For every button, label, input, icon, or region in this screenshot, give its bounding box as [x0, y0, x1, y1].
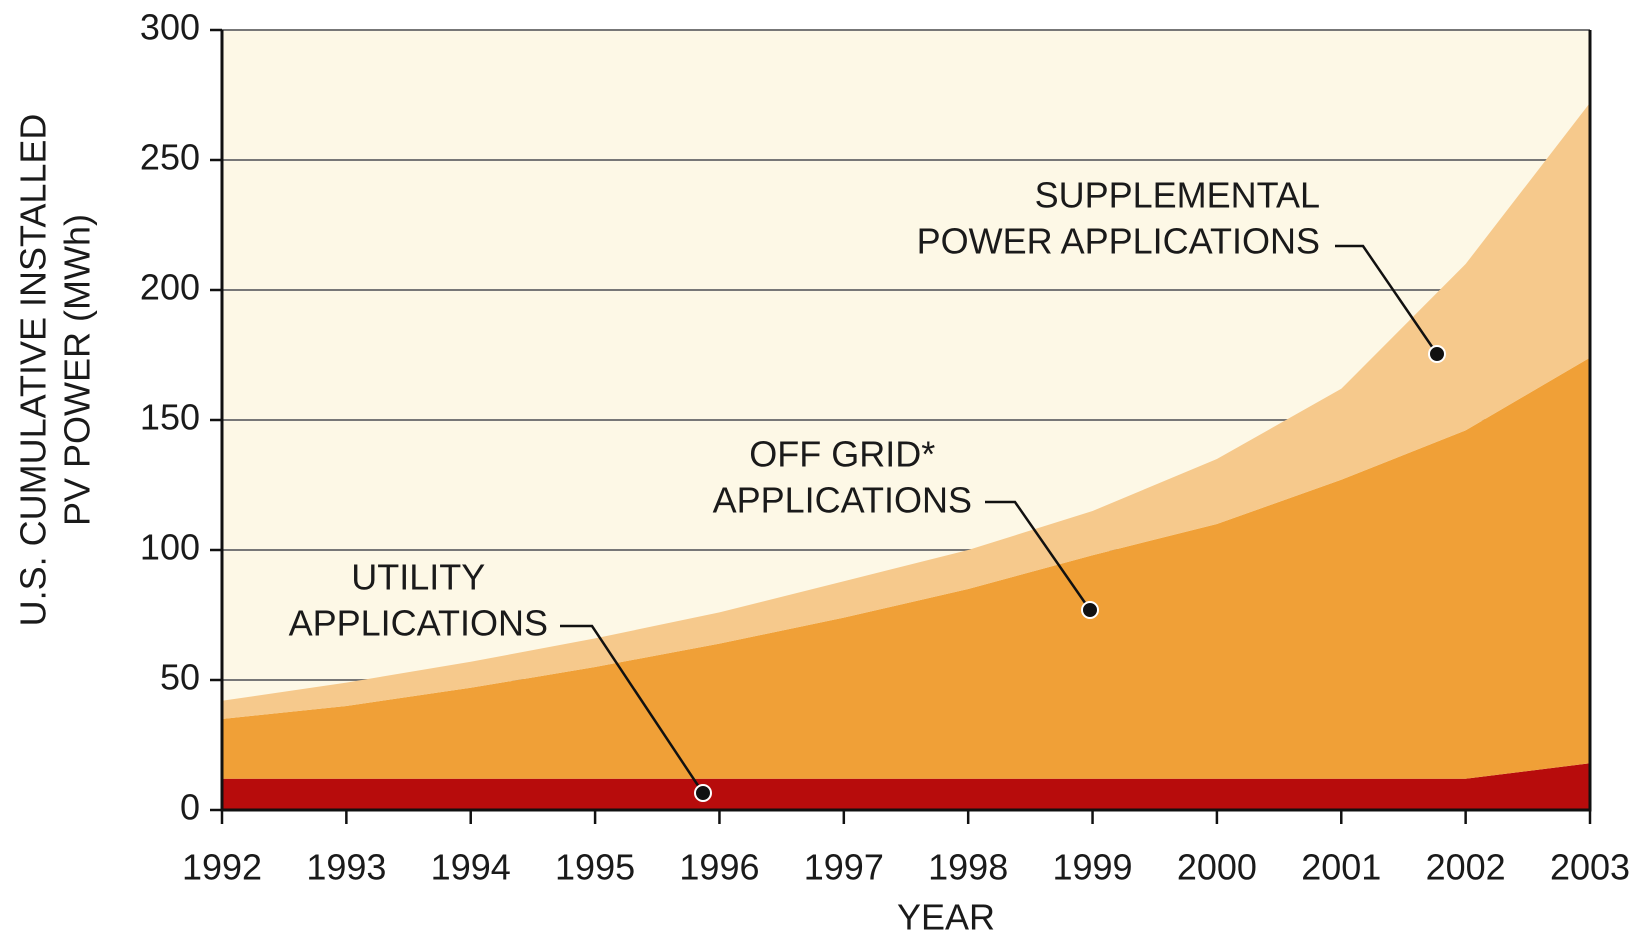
area	[222, 102, 1590, 720]
leader-line	[985, 500, 1092, 611]
axis-frame	[220, 30, 1592, 812]
x-axis-label: YEAR	[897, 897, 995, 938]
annotation-text: UTILITY	[351, 557, 485, 598]
leader-dot	[1428, 345, 1446, 363]
leader-line	[560, 624, 705, 794]
y-axis-label: PV POWER (MWh)	[57, 214, 98, 526]
leader-dot	[1081, 601, 1099, 619]
y-tick-label: 250	[140, 137, 200, 178]
y-tick-label: 300	[140, 7, 200, 48]
annotation-text: OFF GRID*	[749, 434, 935, 475]
x-tick-label: 1995	[555, 847, 635, 888]
x-tick-label: 1999	[1052, 847, 1132, 888]
x-tick-label: 1998	[928, 847, 1008, 888]
x-tick-label: 1994	[431, 847, 511, 888]
leader-dot	[694, 784, 712, 802]
y-tick-label: 0	[180, 787, 200, 828]
x-tick-label: 2001	[1301, 847, 1381, 888]
annotation-text: SUPPLEMENTAL	[1035, 175, 1320, 216]
x-tick-label: 1996	[679, 847, 759, 888]
annotation-text: APPLICATIONS	[713, 480, 972, 521]
area	[222, 763, 1590, 810]
y-tick-label: 150	[140, 397, 200, 438]
y-tick-label: 200	[140, 267, 200, 308]
x-tick-label: 1993	[306, 847, 386, 888]
annotation-text: POWER APPLICATIONS	[917, 221, 1320, 262]
x-tick-label: 2000	[1177, 847, 1257, 888]
x-tick-label: 1997	[804, 847, 884, 888]
leader-line	[1335, 244, 1439, 355]
x-tick-label: 1992	[182, 847, 262, 888]
x-tick-label: 2002	[1426, 847, 1506, 888]
y-axis-label: U.S. CUMULATIVE INSTALLED	[13, 114, 54, 627]
y-tick-label: 50	[160, 657, 200, 698]
y-tick-label: 100	[140, 527, 200, 568]
area	[222, 357, 1590, 779]
x-tick-label: 2003	[1550, 847, 1630, 888]
annotation-text: APPLICATIONS	[289, 603, 548, 644]
